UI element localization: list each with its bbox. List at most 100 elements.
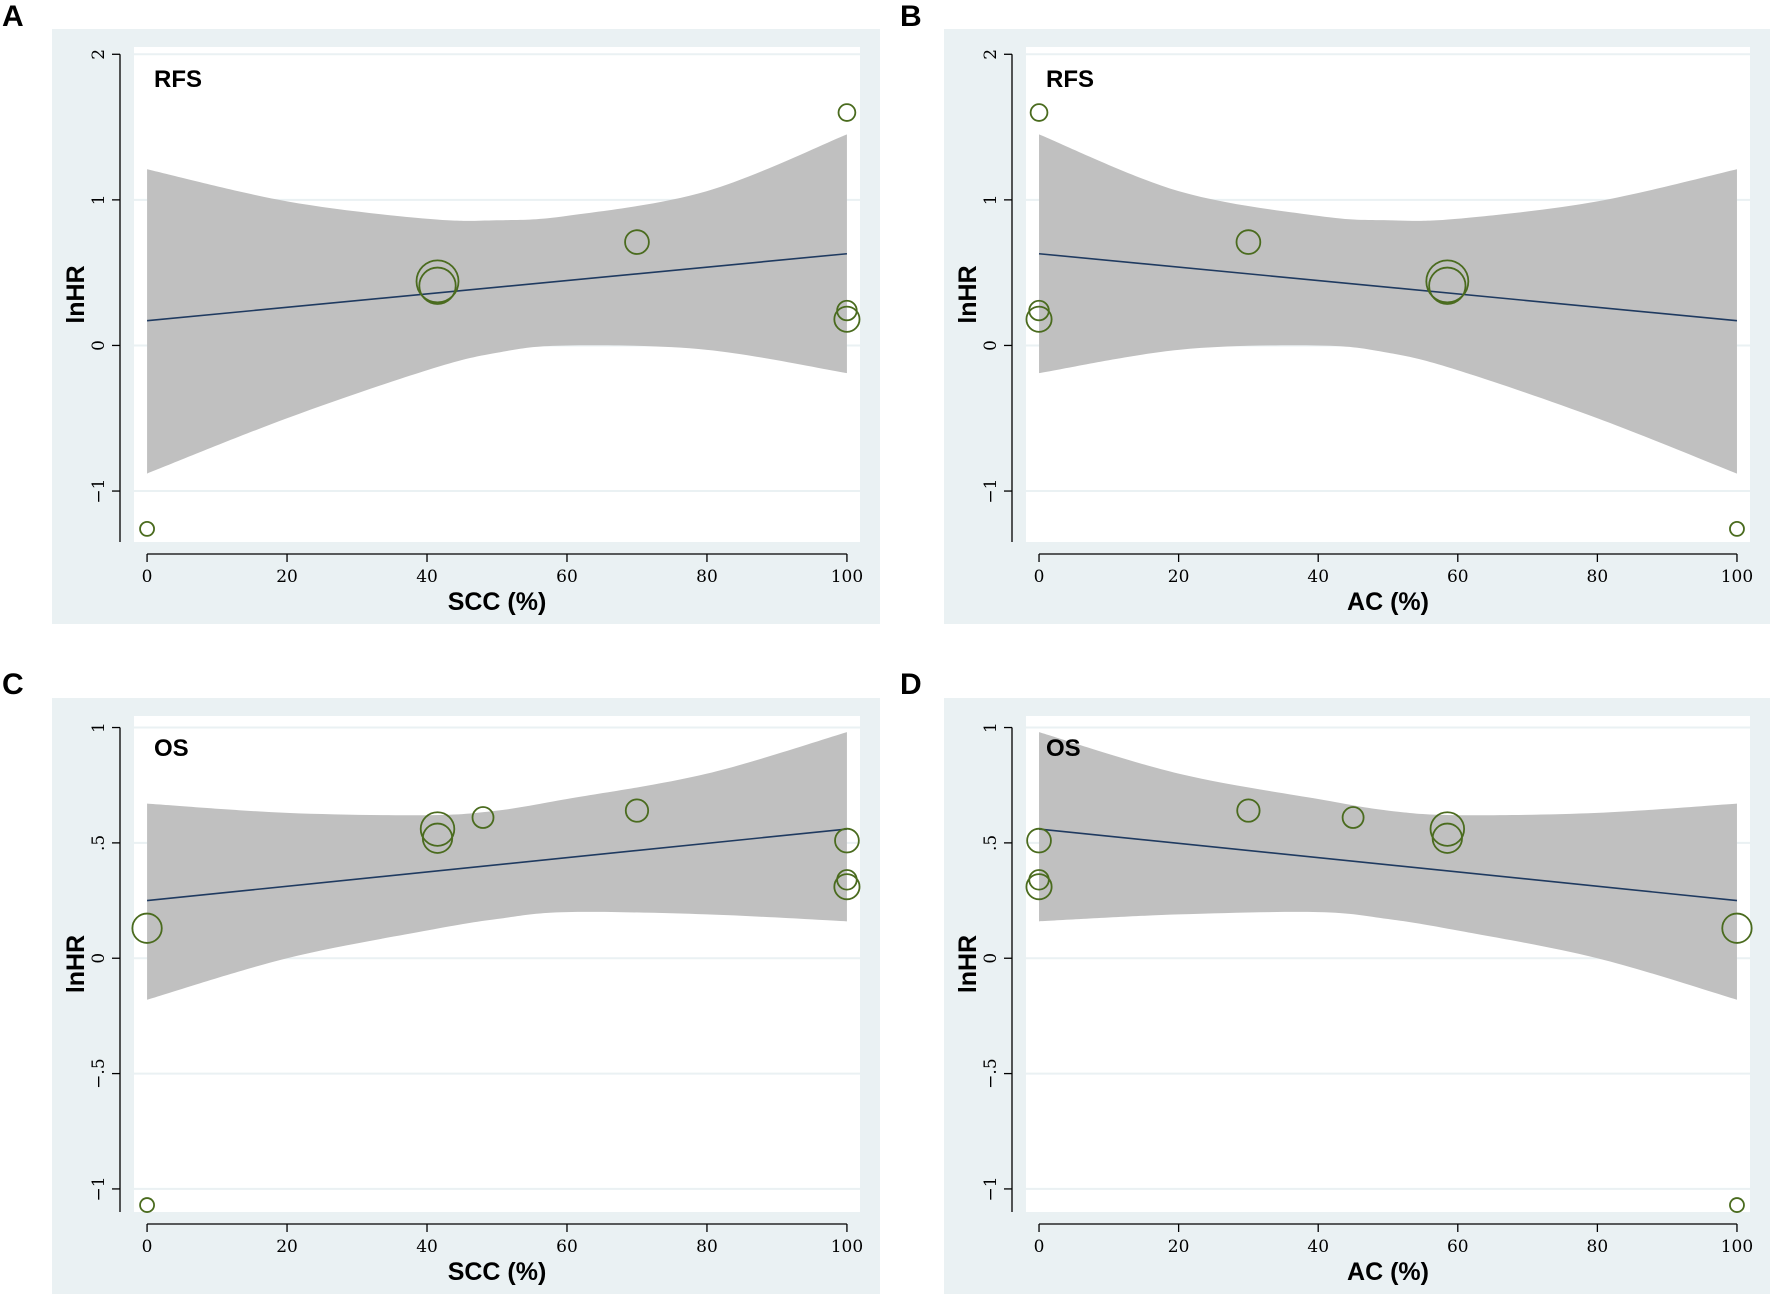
y-tick-label: 0 — [89, 340, 109, 351]
y-tick-label: 1 — [981, 722, 1001, 733]
data-point — [1429, 811, 1466, 847]
data-point — [1425, 259, 1470, 304]
data-point — [833, 305, 861, 333]
chart-title: OS — [1046, 735, 1081, 762]
x-tick-label: 60 — [556, 1237, 578, 1257]
y-tick-label: .5 — [981, 835, 1001, 851]
panel-label-d: D — [900, 668, 922, 701]
confidence-band — [147, 134, 847, 474]
data-point — [834, 827, 860, 854]
data-point — [1729, 520, 1745, 537]
y-axis-label: lnHR — [954, 935, 982, 993]
data-point — [833, 873, 861, 901]
data-point — [1025, 873, 1053, 901]
x-tick-label: 80 — [1587, 1237, 1609, 1257]
x-tick-label: 20 — [276, 567, 298, 587]
data-point — [624, 798, 650, 823]
y-tick-label: 0 — [981, 953, 1001, 964]
x-axis-label: SCC (%) — [448, 1258, 547, 1286]
confidence-band — [1039, 134, 1737, 474]
x-tick-label: 80 — [1587, 567, 1609, 587]
data-point — [1025, 305, 1053, 333]
chart-title: RFS — [1046, 66, 1094, 93]
y-axis-label: lnHR — [62, 265, 90, 323]
chart-panel-d: −1 −.5 0 .5 1 0 20 40 60 80 100 AC (%) lnHR OS — [944, 698, 1770, 1294]
data-point — [139, 520, 155, 537]
y-tick-label: 1 — [981, 194, 1001, 205]
data-point — [471, 806, 495, 829]
data-point — [1721, 912, 1753, 944]
x-axis-label: AC (%) — [1347, 1258, 1429, 1286]
chart-title: RFS — [154, 66, 202, 93]
x-tick-label: 100 — [831, 1237, 863, 1257]
y-tick-label: 1 — [89, 722, 109, 733]
confidence-band — [1039, 732, 1737, 1000]
x-tick-label: 40 — [1307, 1237, 1329, 1257]
y-tick-label: −1 — [89, 1176, 109, 1201]
data-point — [1236, 798, 1261, 823]
regression-line — [146, 828, 848, 902]
x-tick-label: 20 — [276, 1237, 298, 1257]
data-point — [1029, 103, 1049, 122]
x-tick-label: 60 — [556, 567, 578, 587]
x-tick-label: 80 — [696, 1237, 718, 1257]
x-axis-label: AC (%) — [1347, 588, 1429, 616]
x-tick-label: 0 — [142, 567, 153, 587]
y-axis-label: lnHR — [954, 265, 982, 323]
chart-svg: −1 −.5 0 .5 1 0 20 40 60 80 100 AC (%) lnHR OS — [944, 698, 1770, 1294]
data-point — [421, 822, 454, 854]
x-tick-label: 100 — [1721, 567, 1753, 587]
data-point — [1431, 822, 1463, 854]
x-axis-label: SCC (%) — [448, 588, 547, 616]
data-point — [624, 229, 650, 255]
data-point — [1026, 827, 1052, 854]
confidence-band — [147, 732, 847, 1000]
y-tick-label: 0 — [89, 953, 109, 964]
regression-line — [146, 252, 848, 322]
y-axis-label: lnHR — [62, 935, 90, 993]
regression-line — [1038, 252, 1738, 322]
panel-label-c: C — [2, 668, 24, 701]
data-point — [415, 259, 460, 304]
chart-panel-a: −1 0 1 2 0 20 40 60 80 100 SCC (%) lnHR RFS — [52, 29, 880, 624]
x-tick-label: 60 — [1447, 1237, 1469, 1257]
data-point — [1235, 229, 1262, 255]
data-point — [131, 912, 163, 944]
chart-panel-b: −1 0 1 2 0 20 40 60 80 100 AC (%) lnHR RFS — [944, 29, 1770, 624]
regression-line — [1038, 828, 1738, 902]
y-tick-label: −1 — [89, 479, 109, 504]
x-tick-label: 60 — [1447, 567, 1469, 587]
panel-label-b: B — [900, 0, 922, 33]
y-tick-label: −.5 — [89, 1058, 109, 1088]
y-tick-label: 0 — [981, 340, 1001, 351]
data-point — [1341, 806, 1365, 829]
data-point — [139, 1197, 155, 1213]
x-tick-label: 40 — [416, 1237, 438, 1257]
data-point — [1428, 266, 1467, 305]
y-tick-label: 2 — [89, 49, 109, 60]
x-tick-label: 100 — [1721, 1237, 1753, 1257]
chart-panel-c: −1 −.5 0 .5 1 0 20 40 60 80 100 SCC (%) lnHR OS — [52, 698, 880, 1294]
panel-label-a: A — [2, 0, 24, 33]
x-tick-label: 100 — [831, 567, 863, 587]
chart-title: OS — [154, 735, 189, 762]
data-point — [1729, 1197, 1745, 1213]
x-tick-label: 20 — [1168, 567, 1190, 587]
y-tick-label: 2 — [981, 49, 1001, 60]
x-tick-label: 0 — [142, 1237, 153, 1257]
y-tick-label: −1 — [981, 1176, 1001, 1201]
x-tick-label: 20 — [1168, 1237, 1190, 1257]
data-point — [837, 103, 857, 122]
x-tick-label: 0 — [1034, 1237, 1045, 1257]
x-tick-label: 40 — [1307, 567, 1329, 587]
y-tick-label: 1 — [89, 194, 109, 205]
x-tick-label: 80 — [696, 567, 718, 587]
x-tick-label: 0 — [1034, 567, 1045, 587]
data-point — [418, 266, 457, 305]
x-tick-label: 40 — [416, 567, 438, 587]
y-tick-label: −.5 — [981, 1058, 1001, 1088]
chart-svg: −1 −.5 0 .5 1 0 20 40 60 80 100 SCC (%) lnHR OS — [52, 698, 880, 1294]
data-point — [419, 811, 456, 847]
